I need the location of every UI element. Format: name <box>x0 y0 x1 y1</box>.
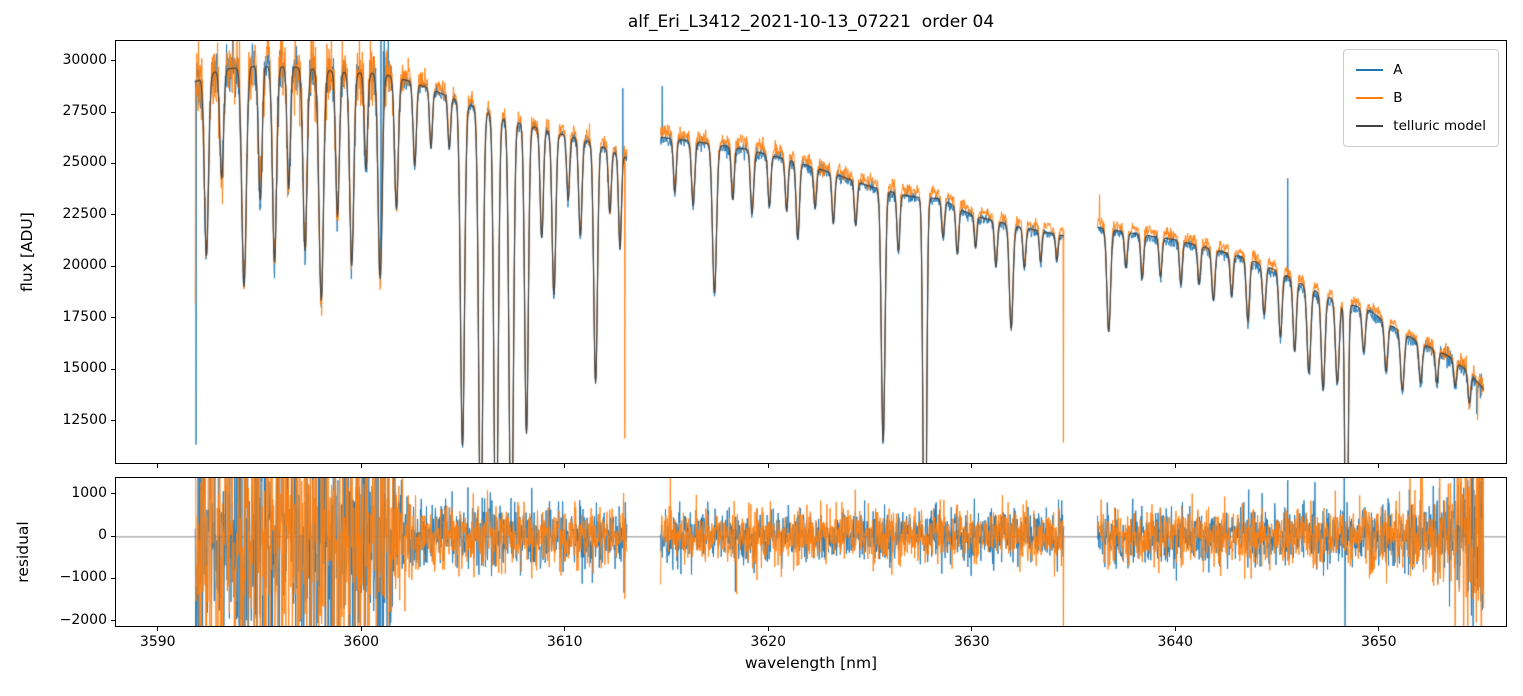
plot-title: alf_Eri_L3412_2021-10-13_07221 order 04 <box>627 12 995 32</box>
y-tick-label: 0 <box>98 527 107 544</box>
x-tick-mark <box>1174 627 1176 631</box>
y-tick-label: −2000 <box>59 611 107 628</box>
x-tick-mark <box>1378 464 1380 468</box>
y-tick-label: 25000 <box>62 154 107 171</box>
x-tick-mark <box>971 464 973 468</box>
y-tick-label: 30000 <box>62 51 107 68</box>
y-tick-mark <box>111 577 115 579</box>
y-tick-mark <box>111 317 115 319</box>
x-tick-label: 3630 <box>953 634 990 650</box>
y-tick-mark <box>111 535 115 537</box>
x-tick-label: 3620 <box>750 634 787 650</box>
x-tick-label: 3600 <box>343 634 380 650</box>
flux-axes: A B telluric model <box>115 40 1507 464</box>
y-tick-mark <box>111 214 115 216</box>
x-axis-label: wavelength [nm] <box>744 654 878 672</box>
legend-line-telluric-icon <box>1356 125 1384 127</box>
legend-label-a: A <box>1393 62 1403 78</box>
x-tick-mark <box>360 464 362 468</box>
x-tick-mark <box>564 464 566 468</box>
x-tick-mark <box>767 627 769 631</box>
y-tick-label: 22500 <box>62 205 107 222</box>
residual-plot-canvas <box>116 478 1506 626</box>
y-tick-label: 17500 <box>62 308 107 325</box>
x-tick-mark <box>1378 627 1380 631</box>
x-tick-mark <box>767 464 769 468</box>
legend-label-b: B <box>1393 90 1403 106</box>
y-tick-label: 27500 <box>62 103 107 120</box>
legend-entry-b: B <box>1356 84 1486 112</box>
y-tick-label: 15000 <box>62 360 107 377</box>
x-tick-mark <box>360 627 362 631</box>
x-tick-mark <box>1174 464 1176 468</box>
y-tick-mark <box>111 620 115 622</box>
y-tick-mark <box>111 111 115 113</box>
flux-plot-canvas <box>116 41 1506 463</box>
y-tick-mark <box>111 493 115 495</box>
y-tick-mark <box>111 368 115 370</box>
y-tick-mark <box>111 420 115 422</box>
y-tick-label: 12500 <box>62 411 107 428</box>
x-tick-label: 3590 <box>139 634 176 650</box>
flux-y-axis-label: flux [ADU] <box>18 212 36 292</box>
legend-label-telluric: telluric model <box>1393 118 1486 134</box>
x-tick-label: 3650 <box>1360 634 1397 650</box>
y-tick-mark <box>111 162 115 164</box>
legend-line-b-icon <box>1356 97 1384 99</box>
x-tick-mark <box>157 627 159 631</box>
residual-y-axis-label: residual <box>14 521 32 583</box>
legend-entry-a: A <box>1356 56 1486 84</box>
y-tick-mark <box>111 265 115 267</box>
y-tick-label: −1000 <box>59 569 107 586</box>
y-tick-label: 1000 <box>71 484 107 501</box>
legend: A B telluric model <box>1343 49 1499 147</box>
x-tick-label: 3610 <box>546 634 583 650</box>
x-tick-mark <box>157 464 159 468</box>
y-tick-label: 20000 <box>62 257 107 274</box>
y-tick-mark <box>111 60 115 62</box>
x-tick-mark <box>971 627 973 631</box>
x-tick-label: 3640 <box>1157 634 1194 650</box>
x-tick-mark <box>564 627 566 631</box>
legend-entry-telluric: telluric model <box>1356 112 1486 140</box>
residual-axes <box>115 477 1507 627</box>
legend-line-a-icon <box>1356 69 1384 71</box>
